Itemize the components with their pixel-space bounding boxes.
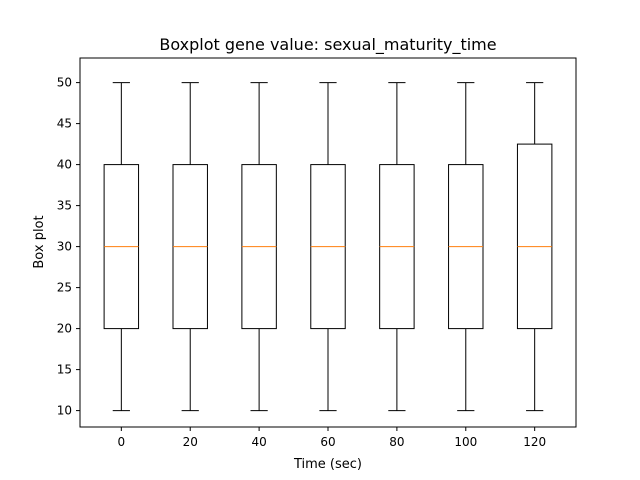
y-tick-label: 45 — [57, 117, 72, 131]
chart-title: Boxplot gene value: sexual_maturity_time — [159, 35, 496, 55]
y-tick-label: 25 — [57, 281, 72, 295]
x-tick-label: 20 — [183, 435, 198, 449]
y-axis-label: Box plot — [32, 215, 47, 268]
x-tick-label: 120 — [523, 435, 546, 449]
y-tick-label: 40 — [57, 158, 72, 172]
y-tick-label: 20 — [57, 322, 72, 336]
x-tick-label: 60 — [320, 435, 335, 449]
x-tick-label: 0 — [118, 435, 126, 449]
x-tick-label: 100 — [454, 435, 477, 449]
box — [516, 143, 553, 330]
x-tick-label: 40 — [251, 435, 266, 449]
x-axis-label: Time (sec) — [293, 457, 362, 472]
y-tick-label: 15 — [57, 363, 72, 377]
x-tick-label: 80 — [389, 435, 404, 449]
plot-area: 0 20 40 60 80 100 120 10 15 20 25 30 35 40 45 50 — [57, 57, 577, 449]
y-tick-label: 30 — [57, 240, 72, 254]
y-tick-label: 35 — [57, 199, 72, 213]
y-tick-label: 10 — [57, 404, 72, 418]
y-tick-label: 50 — [57, 76, 72, 90]
